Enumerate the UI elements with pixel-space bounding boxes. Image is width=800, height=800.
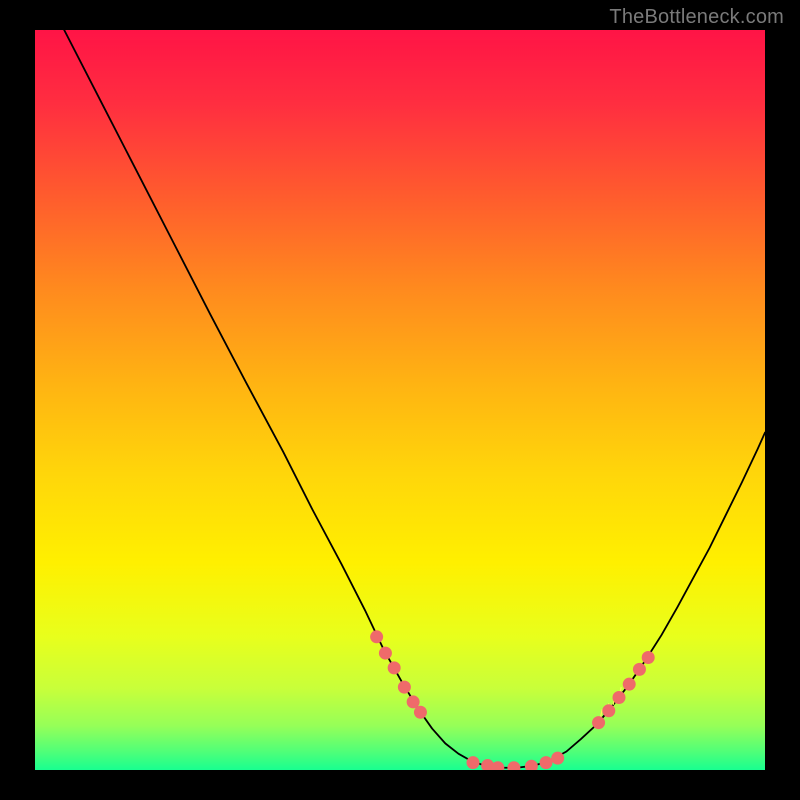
data-point: [388, 661, 401, 674]
data-point: [551, 752, 564, 765]
data-point: [414, 706, 427, 719]
data-point: [379, 647, 392, 660]
gradient-plot-area: [35, 30, 765, 770]
data-point: [633, 663, 646, 676]
data-point: [642, 651, 655, 664]
data-point: [398, 681, 411, 694]
data-point: [491, 761, 504, 774]
data-point: [467, 756, 480, 769]
data-point: [507, 761, 520, 774]
bottleneck-chart: [0, 0, 800, 800]
data-point: [525, 760, 538, 773]
watermark-text: TheBottleneck.com: [609, 6, 784, 29]
data-point: [623, 678, 636, 691]
data-point: [613, 691, 626, 704]
data-point: [592, 716, 605, 729]
data-point: [370, 630, 383, 643]
data-point: [602, 704, 615, 717]
data-point: [540, 756, 553, 769]
chart-frame: TheBottleneck.com: [0, 0, 800, 800]
